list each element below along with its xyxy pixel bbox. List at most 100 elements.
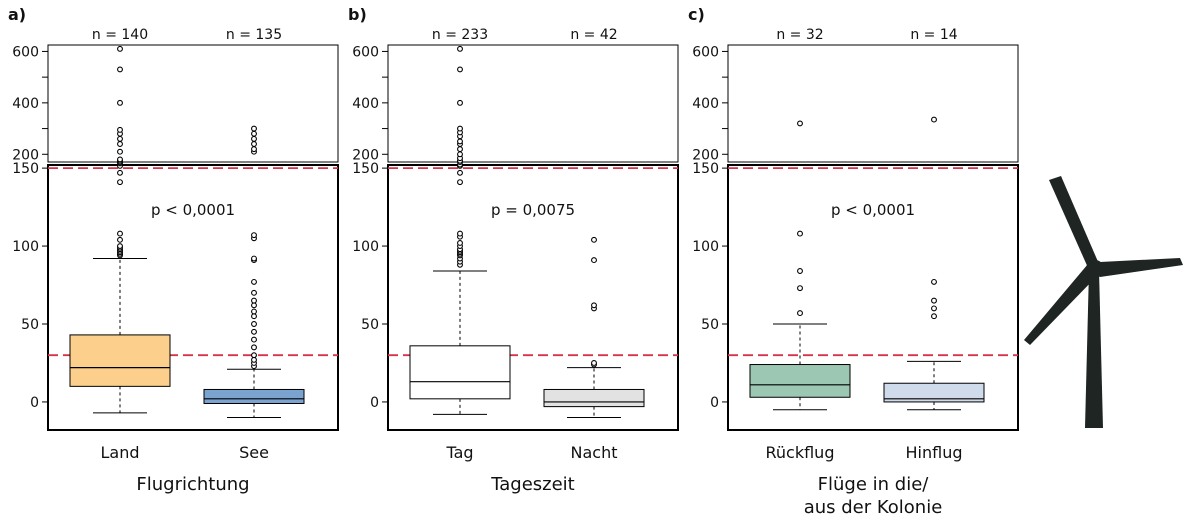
- outlier-point: [117, 230, 123, 237]
- outlier-point: [251, 130, 257, 137]
- iqr-box: [543, 388, 645, 408]
- p-value-label: p = 0,0075: [491, 201, 575, 219]
- iqr-box: [749, 364, 851, 398]
- n-label: n = 140: [92, 27, 148, 43]
- outlier-point: [117, 141, 123, 147]
- outlier-point: [797, 230, 803, 237]
- outlier-point: [457, 125, 463, 132]
- turbine-tower: [1085, 270, 1103, 428]
- y-tick-label: 150: [692, 161, 719, 177]
- y-tick-label: 400: [12, 96, 39, 112]
- y-tick-label: 0: [710, 395, 719, 411]
- outlier-point: [117, 45, 123, 52]
- y-tick-label: 400: [352, 96, 379, 112]
- outlier-point: [251, 146, 257, 153]
- y-tick-label: 0: [370, 395, 379, 411]
- upper-frame: [47, 44, 339, 163]
- boxplot-rückflug: n = 32 Rückflug: [749, 27, 851, 462]
- boxplot-nacht: n = 42 Nacht: [543, 27, 645, 462]
- outlier-point: [457, 146, 463, 153]
- outlier-point: [117, 126, 123, 133]
- outlier-point: [117, 66, 123, 73]
- outlier-point: [251, 255, 257, 262]
- outlier-point: [251, 135, 257, 142]
- outlier-point: [251, 297, 257, 304]
- x-axis-title: Flugrichtung: [136, 474, 249, 495]
- outlier-point: [591, 360, 597, 366]
- outlier-point: [457, 151, 463, 158]
- outlier-point: [797, 285, 803, 292]
- y-tick-label: 50: [701, 317, 719, 333]
- n-label: n = 32: [776, 27, 823, 43]
- turbine-blade-up: [1049, 176, 1099, 270]
- outlier-point: [931, 116, 937, 123]
- outlier-point: [117, 179, 123, 186]
- boxplot-hinflug: n = 14 Hinflug: [883, 27, 985, 462]
- outlier-point: [251, 313, 257, 320]
- outlier-point: [251, 278, 257, 285]
- outlier-point: [457, 99, 463, 106]
- outlier-point: [797, 268, 803, 274]
- y-tick-label: 200: [352, 147, 379, 163]
- outlier-point: [591, 236, 597, 243]
- n-label: n = 14: [910, 27, 957, 43]
- outlier-point: [457, 138, 463, 145]
- outlier-point: [931, 278, 937, 285]
- wind-turbine-icon: [1024, 176, 1183, 428]
- panel-letter: a): [8, 5, 26, 24]
- outlier-point: [117, 243, 123, 250]
- y-tick-label: 0: [30, 395, 39, 411]
- turbine-blade-right: [1100, 258, 1183, 277]
- outlier-point: [797, 120, 803, 127]
- outlier-point: [457, 66, 463, 73]
- y-tick-label: 100: [692, 239, 719, 255]
- boxplot-tag: n = 233 Tag: [409, 27, 511, 462]
- x-axis-title: aus der Kolonie: [804, 497, 943, 518]
- outlier-point: [251, 344, 257, 351]
- turbine-hub: [1086, 260, 1104, 278]
- outlier-point: [797, 310, 803, 317]
- x-axis-title: Flüge in die/: [818, 474, 930, 495]
- outlier-point: [251, 356, 257, 363]
- outlier-point: [251, 141, 257, 147]
- y-tick-label: 200: [692, 147, 719, 163]
- y-tick-label: 150: [12, 161, 39, 177]
- outlier-point: [251, 352, 257, 359]
- y-tick-label: 600: [352, 44, 379, 60]
- y-tick-label: 400: [692, 96, 719, 112]
- outlier-point: [591, 302, 597, 309]
- outlier-point: [457, 45, 463, 52]
- iqr-box: [69, 334, 171, 387]
- lower-frame: [387, 164, 679, 431]
- y-tick-label: 150: [352, 161, 379, 177]
- outlier-point: [931, 305, 937, 312]
- outlier-point: [117, 169, 123, 176]
- boxplot-see: n = 135 See: [203, 27, 305, 462]
- outlier-point: [251, 321, 257, 327]
- outlier-point: [117, 148, 123, 155]
- category-label: Rückflug: [766, 443, 835, 462]
- y-tick-label: 600: [12, 44, 39, 60]
- outlier-point: [251, 289, 257, 296]
- upper-frame: [387, 44, 679, 163]
- x-axis-title: Tageszeit: [490, 474, 575, 495]
- outlier-point: [117, 156, 123, 163]
- y-tick-label: 100: [12, 239, 39, 255]
- upper-frame: [727, 44, 1019, 163]
- outlier-point: [931, 297, 937, 304]
- y-tick-label: 600: [692, 44, 719, 60]
- outlier-point: [457, 169, 463, 176]
- iqr-box: [883, 382, 985, 403]
- outlier-point: [251, 308, 257, 315]
- outlier-point: [457, 179, 463, 186]
- category-label: Hinflug: [906, 443, 963, 462]
- p-value-label: p < 0,0001: [831, 201, 915, 219]
- p-value-label: p < 0,0001: [151, 201, 235, 219]
- outlier-point: [251, 328, 257, 335]
- lower-frame: [727, 164, 1019, 431]
